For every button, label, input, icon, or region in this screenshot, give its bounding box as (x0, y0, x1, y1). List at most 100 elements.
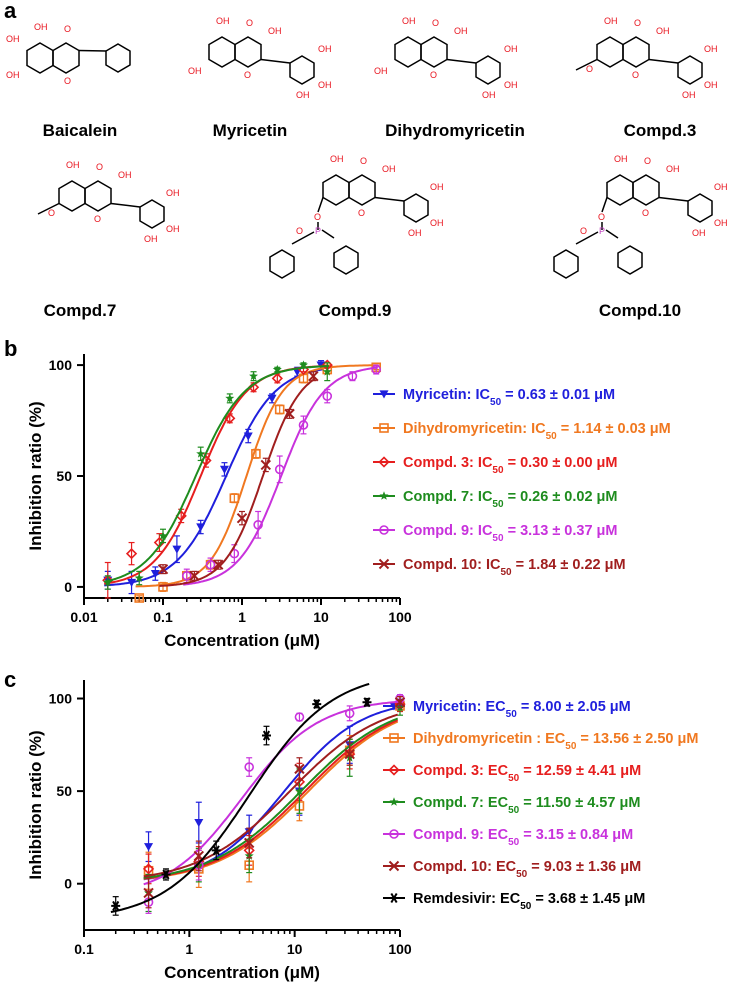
y-tick-label: 100 (49, 691, 73, 707)
data-point (253, 520, 263, 530)
atom-label: OH (504, 44, 518, 54)
legend-subscript: 50 (506, 709, 518, 720)
atom-label: O (244, 70, 251, 80)
legend-marker (379, 525, 389, 535)
series-myricetin (103, 360, 326, 595)
legend-prefix: Compd. 10: IC (403, 557, 501, 573)
fit-curve (143, 717, 399, 879)
legend-label: Compd. 3: EC50 = 12.59 ± 4.41 μM (413, 763, 641, 784)
atom-label: O (64, 24, 71, 34)
legend-value: = 0.26 ± 0.02 μM (504, 489, 618, 505)
legend-prefix: Compd. 10: EC (413, 859, 517, 875)
data-point (274, 404, 285, 415)
x-tick-label: 0.1 (74, 941, 94, 957)
atom-label: O (314, 212, 321, 222)
atom-label: OH (318, 44, 332, 54)
legend-label: Myricetin: EC50 = 8.00 ± 2.05 μM (413, 699, 631, 720)
atom-label: OH (604, 16, 618, 26)
atom-label: O (358, 208, 365, 218)
atom-label: OH (318, 80, 332, 90)
data-point (157, 563, 169, 575)
legend-label: Compd. 10: IC50 = 1.84 ± 0.22 μM (403, 557, 626, 578)
legend-marker (389, 733, 399, 743)
series-compd-7 (103, 360, 332, 590)
atom-label: OH (714, 182, 728, 192)
atom-label: OH (430, 218, 444, 228)
atom-label: O (94, 214, 101, 224)
fit-curve (143, 719, 399, 880)
atom-label: OH (382, 164, 396, 174)
legend-value: = 0.63 ± 0.01 μM (501, 387, 615, 403)
series-compd-9 (181, 364, 382, 586)
data-point (271, 372, 283, 385)
data-point (225, 393, 235, 403)
atom-label: O (360, 156, 367, 166)
legend-subscript: 50 (492, 465, 504, 476)
panel-label-b: b (4, 336, 18, 361)
atom-label: P (315, 226, 321, 236)
compound-name: Dihydromyricetin (385, 121, 525, 140)
data-point (347, 371, 358, 381)
legend-prefix: Myricetin: EC (413, 699, 506, 715)
data-point (298, 420, 309, 430)
data-point (322, 367, 332, 376)
x-axis-label: Concentration (μM) (164, 963, 320, 982)
atom-label: OH (166, 188, 180, 198)
legend-marker (389, 829, 399, 839)
data-point (344, 748, 355, 760)
legend-value: = 3.13 ± 0.37 μM (504, 523, 618, 539)
fit-curve (183, 366, 379, 586)
legend-prefix: Compd. 7: IC (403, 489, 493, 505)
legend-subscript: 50 (520, 901, 532, 912)
x-tick-label: 0.1 (153, 609, 173, 625)
atom-label: OH (34, 22, 48, 32)
atom-label: OH (430, 182, 444, 192)
data-point (143, 887, 154, 899)
data-point (371, 364, 382, 375)
legend-value: = 0.30 ± 0.00 μM (504, 455, 618, 471)
atom-label: OH (614, 154, 628, 164)
legend-item: Compd. 9: IC50 = 3.13 ± 0.37 μM (373, 523, 618, 544)
legend-subscript: 50 (492, 499, 504, 510)
series-remdesivir (110, 682, 372, 916)
y-tick-label: 50 (56, 468, 72, 484)
legend-label: Compd. 10: EC50 = 9.03 ± 1.36 μM (413, 859, 641, 880)
data-point (127, 578, 137, 587)
atom-label: OH (704, 44, 718, 54)
legend-subscript: 50 (490, 397, 502, 408)
data-point (362, 697, 372, 708)
y-tick-label: 0 (64, 579, 72, 595)
y-tick-label: 50 (56, 783, 72, 799)
legend-item: Myricetin: EC50 = 8.00 ± 2.05 μM (383, 699, 631, 720)
panel-label-a: a (4, 0, 17, 23)
data-point (249, 371, 258, 380)
atom-label: OH (656, 26, 670, 36)
data-point (261, 730, 271, 741)
data-point (213, 559, 224, 570)
data-point (299, 360, 308, 369)
atom-label: OH (402, 16, 416, 26)
data-point (294, 763, 305, 775)
legend-label: Compd. 9: EC50 = 3.15 ± 0.84 μM (413, 827, 633, 848)
compound-name: Myricetin (212, 121, 288, 140)
legend-marker (379, 491, 389, 500)
data-point (196, 449, 206, 458)
legend-item: Compd. 3: IC50 = 0.30 ± 0.00 μM (373, 455, 618, 476)
x-tick-label: 100 (388, 941, 412, 957)
legend-label: Compd. 7: IC50 = 0.26 ± 0.02 μM (403, 489, 618, 510)
data-point (181, 571, 192, 581)
atom-label: OH (454, 26, 468, 36)
series-myricetin (143, 694, 405, 881)
y-axis-label: Inhibition ratio (%) (26, 730, 45, 879)
legend-item: Dihydromyricetin : EC50 = 13.56 ± 2.50 μ… (383, 731, 698, 752)
data-point (194, 818, 204, 828)
fit-curve (143, 706, 398, 881)
data-point (274, 464, 285, 475)
atom-label: O (644, 156, 651, 166)
atom-label: OH (504, 80, 518, 90)
x-tick-label: 1 (238, 609, 246, 625)
atom-label: O (586, 64, 593, 74)
legend-value: = 3.68 ± 1.45 μM (531, 891, 645, 907)
legend-item: Compd. 9: EC50 = 3.15 ± 0.84 μM (383, 827, 633, 848)
data-point (189, 570, 200, 582)
